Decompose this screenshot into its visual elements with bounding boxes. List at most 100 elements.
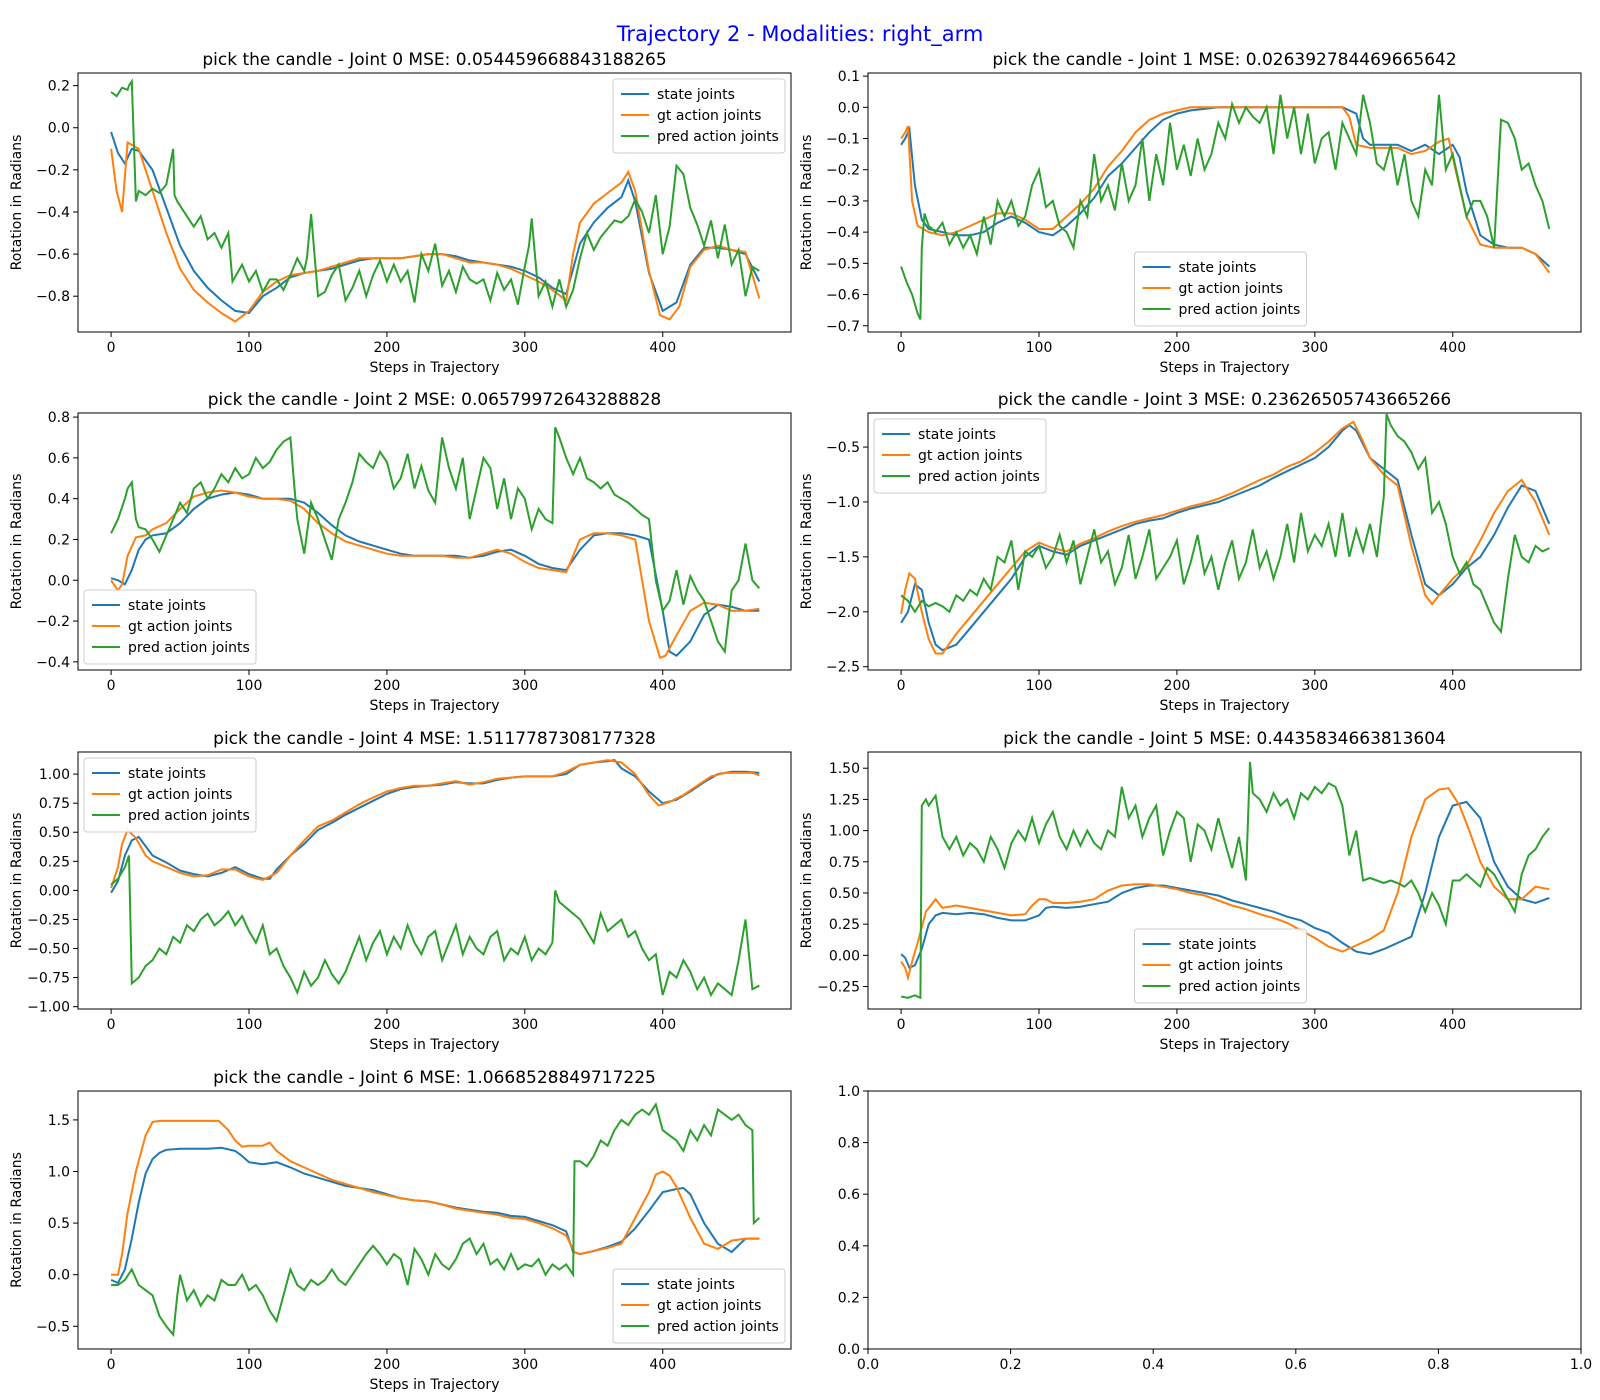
y-tick-label: 0.0: [48, 573, 70, 589]
y-tick-label: 0.8: [48, 410, 70, 426]
y-tick-label: 0.50: [39, 825, 70, 841]
y-tick-label: −0.2: [36, 614, 70, 630]
legend-label: pred action joints: [918, 469, 1040, 485]
y-tick-label: 0.75: [829, 855, 860, 871]
series-line-gt-action-joints: [110, 759, 760, 889]
series-line-pred-action-joints: [900, 413, 1550, 635]
series-line-state-joints: [110, 1146, 760, 1285]
axes-frame: [77, 412, 792, 671]
subplot-title: pick the candle - Joint 5 MSE: 0.4435834…: [1003, 729, 1446, 749]
x-tick-label: 200: [1164, 340, 1191, 356]
x-tick-label: 100: [1026, 678, 1053, 694]
subplot-5: 0 100 200 300 400 −0.25 0.00 0.25 0.50 0.75 1.00 1.…: [799, 729, 1582, 1053]
x-tick-label: 100: [236, 1017, 263, 1033]
x-tick-label: 300: [511, 1017, 538, 1033]
x-tick-label: 200: [374, 340, 401, 356]
y-axis-label: Rotation in Radians: [9, 813, 25, 949]
x-tick-label: 0.8: [1427, 1357, 1449, 1373]
x-tick-label: 400: [1439, 678, 1466, 694]
x-tick-label: 400: [1439, 340, 1466, 356]
series-line-gt-action-joints: [900, 787, 1550, 982]
subplot-title: pick the candle - Joint 1 MSE: 0.0263927…: [992, 50, 1456, 70]
axes-frame: [77, 72, 792, 333]
legend-label: gt action joints: [128, 787, 232, 803]
y-tick-label: 0.00: [39, 883, 70, 899]
y-tick-label: 0.50: [829, 886, 860, 902]
axes-frame: [867, 72, 1582, 333]
x-tick-label: 100: [236, 340, 263, 356]
legend-label: gt action joints: [128, 619, 232, 635]
y-axis-label: Rotation in Radians: [799, 813, 815, 949]
x-tick-label: 200: [1164, 678, 1191, 694]
subplot-title: pick the candle - Joint 4 MSE: 1.5117787…: [213, 729, 656, 749]
x-tick-label: 400: [1439, 1017, 1466, 1033]
y-tick-label: −0.25: [27, 912, 70, 928]
x-tick-label: 300: [1301, 340, 1328, 356]
y-tick-label: −0.4: [36, 655, 70, 671]
legend-label: gt action joints: [1179, 281, 1283, 297]
series-line-state-joints: [900, 106, 1550, 268]
legend: state joints gt action joints pred action …: [612, 1268, 786, 1344]
y-axis-label: Rotation in Radians: [799, 474, 815, 610]
legend-label: pred action joints: [1179, 979, 1301, 995]
legend-box: [83, 589, 257, 665]
y-axis-label: Rotation in Radians: [9, 1152, 25, 1288]
x-tick-label: 400: [649, 340, 676, 356]
series-line-gt-action-joints: [110, 489, 760, 660]
y-tick-label: 1.50: [829, 761, 860, 777]
x-tick-label: 0: [107, 1017, 116, 1033]
x-tick-label: 0: [897, 678, 906, 694]
y-tick-label: −1.00: [27, 1000, 70, 1016]
y-axis-label: Rotation in Radians: [799, 135, 815, 271]
y-tick-label: 0.2: [838, 1290, 860, 1306]
axes-frame: [77, 751, 792, 1010]
x-tick-label: 200: [1164, 1017, 1191, 1033]
series-line-pred-action-joints: [900, 761, 1551, 1000]
y-tick-label: −2.0: [826, 605, 860, 621]
y-tick-label: 0.0: [48, 121, 70, 137]
axes-frame: [867, 412, 1582, 671]
series-line-state-joints: [900, 423, 1551, 652]
y-tick-label: 0.6: [838, 1187, 860, 1203]
y-tick-label: −0.2: [826, 163, 860, 179]
x-axis-label: Steps in Trajectory: [1160, 1037, 1290, 1053]
x-tick-label: 300: [511, 1357, 538, 1373]
axes-frame: [867, 751, 1582, 1010]
series-line-gt-action-joints: [900, 106, 1551, 274]
subplot-3: 0 100 200 300 400 −2.5 −2.0 −1.5 −1.0 −0.5 pick th…: [799, 390, 1582, 714]
subplot-7: 0.0 0.2 0.4 0.6 0.8 1.0 0.0 0.2 0.4 0.6 0.8 1.0: [838, 1084, 1592, 1373]
legend: state joints gt action joints pred action …: [83, 757, 257, 833]
y-tick-label: 0.2: [48, 79, 70, 95]
x-tick-label: 200: [374, 1357, 401, 1373]
y-tick-label: 0.0: [48, 1268, 70, 1284]
legend-label: state joints: [657, 87, 735, 103]
x-tick-label: 100: [1026, 1017, 1053, 1033]
y-axis-label: Rotation in Radians: [9, 474, 25, 610]
legend-label: gt action joints: [657, 1298, 761, 1314]
legend-box: [1134, 251, 1307, 327]
legend: state joints gt action joints pred action …: [1134, 251, 1307, 327]
y-tick-label: 0.8: [838, 1136, 860, 1152]
y-tick-label: 1.00: [829, 824, 860, 840]
y-tick-label: 1.00: [39, 767, 70, 783]
x-tick-label: 200: [374, 1017, 401, 1033]
x-tick-label: 0: [107, 678, 116, 694]
subplot-4: 0 100 200 300 400 −1.00 −0.75 −0.50 −0.25 0.00 0.2…: [9, 729, 792, 1053]
legend-label: gt action joints: [657, 108, 761, 124]
series-line-pred-action-joints: [110, 855, 760, 998]
y-tick-label: −0.8: [36, 289, 70, 305]
subplot-title: pick the candle - Joint 0 MSE: 0.0544596…: [202, 50, 666, 70]
y-tick-label: −0.1: [826, 132, 860, 148]
x-tick-label: 0.2: [999, 1357, 1021, 1373]
legend-label: state joints: [657, 1277, 735, 1293]
y-tick-label: 1.25: [829, 792, 860, 808]
legend-label: state joints: [128, 598, 206, 614]
x-tick-label: 100: [1026, 340, 1053, 356]
x-tick-label: 400: [649, 1017, 676, 1033]
subplot-title: pick the candle - Joint 3 MSE: 0.2362650…: [998, 390, 1452, 410]
series-line-gt-action-joints: [110, 140, 761, 323]
y-tick-label: 1.0: [838, 1084, 860, 1100]
subplot-title: pick the candle - Joint 6 MSE: 1.0668528…: [213, 1068, 656, 1088]
y-tick-label: −0.2: [36, 163, 70, 179]
